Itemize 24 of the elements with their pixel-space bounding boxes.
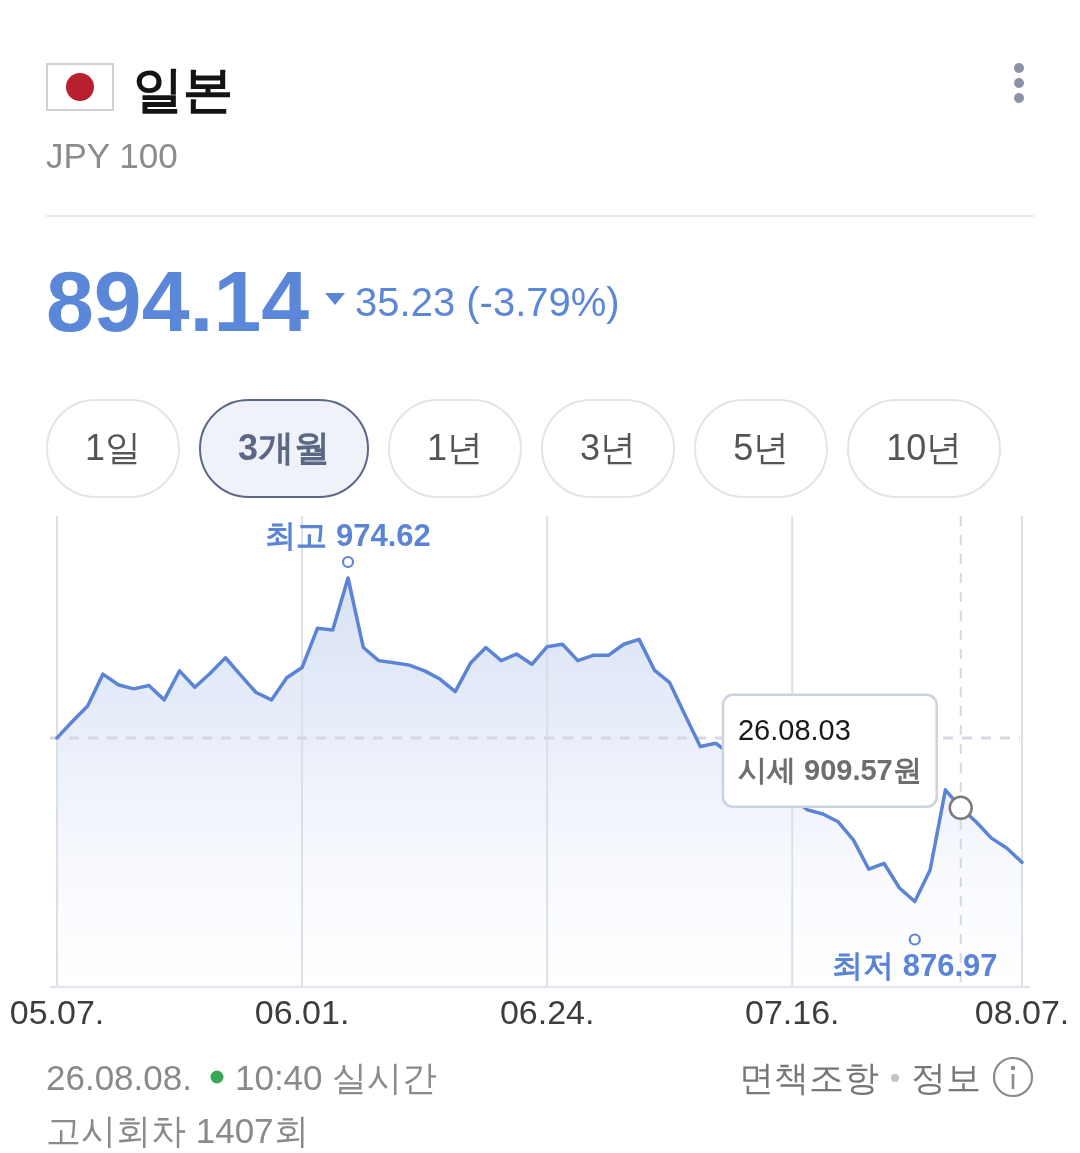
x-tick-label: 05.07. [9, 993, 105, 1031]
text: 최고 974.62 [265, 518, 431, 553]
text: 고시회차 1407회 [46, 1111, 309, 1150]
text: 면책조항 [739, 1058, 879, 1097]
chart-title: 일본 [133, 62, 233, 118]
chart-subtitle: JPY 100 [46, 136, 178, 175]
text: 35.23 (-3.79%) [355, 280, 620, 324]
x-tick-label: 08.07. [974, 993, 1070, 1031]
text: 1일 [46, 399, 181, 498]
text: 26.08.08. [46, 1058, 192, 1097]
x-tick-label: 06.01. [254, 993, 350, 1031]
text: 894.14 [46, 253, 310, 349]
annotation: 최저 876.97 [832, 947, 998, 983]
text: 10년 [847, 399, 1002, 498]
text: 5년 [694, 399, 829, 498]
annotation: 26.08.03 [737, 713, 851, 746]
text: 1년 [388, 399, 523, 498]
x-tick-label: 06.24. [499, 993, 595, 1031]
annotation: 시세 909.57원 [737, 753, 922, 786]
x-tick-label: 07.16. [744, 993, 840, 1031]
text: 3년 [541, 399, 676, 498]
text: 정보 [911, 1058, 981, 1097]
text: 3개월 [199, 399, 370, 498]
text: 10:40 실시간 [234, 1058, 438, 1097]
